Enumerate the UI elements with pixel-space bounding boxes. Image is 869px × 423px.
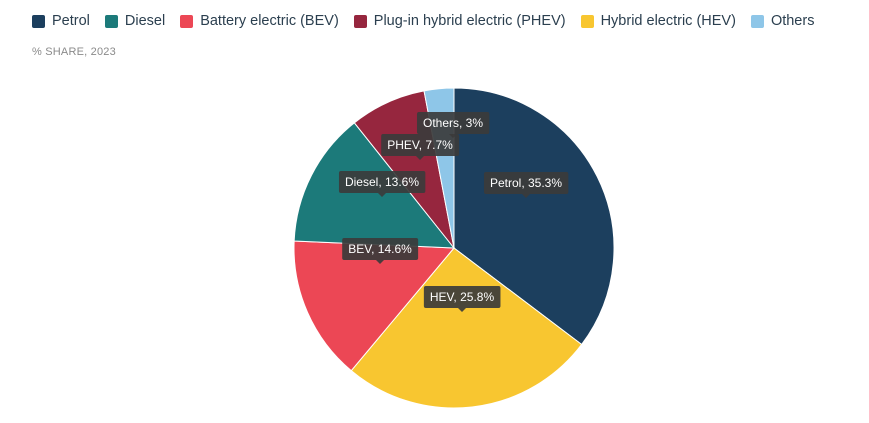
pie-slice-petrol <box>453 87 615 346</box>
legend-swatch-diesel <box>104 14 118 28</box>
legend-label-petrol: Petrol <box>52 13 90 29</box>
legend-swatch-bev <box>180 14 194 28</box>
data-label-diesel: Diesel, 13.6% <box>338 171 426 197</box>
legend-swatch-phev <box>353 14 367 28</box>
data-label-battery-electric-bev: BEV, 14.6% <box>342 238 419 264</box>
svg-text:BEV, 14.6%: BEV, 14.6% <box>348 242 412 256</box>
chart-legend: Petrol Diesel Battery electric (BEV) Plu… <box>32 13 829 29</box>
legend-label-hev: Hybrid electric (HEV) <box>600 13 736 29</box>
data-label-plug-in-hybrid-electric-phev: PHEV, 7.7% <box>381 134 460 160</box>
svg-text:PHEV, 7.7%: PHEV, 7.7% <box>387 138 453 152</box>
legend-item-bev: Battery electric (BEV) <box>180 13 339 29</box>
data-label-others: Others, 3% <box>416 112 490 138</box>
data-label-hybrid-electric-hev: HEV, 25.8% <box>423 286 501 312</box>
legend-swatch-petrol <box>32 14 45 28</box>
legend-swatch-hev <box>580 14 594 28</box>
svg-text:Others, 3%: Others, 3% <box>423 116 483 130</box>
legend-label-phev: Plug-in hybrid electric (PHEV) <box>373 13 566 29</box>
pie-slice-hybrid-electric-hev <box>350 247 583 409</box>
legend-item-others: Others <box>750 13 815 29</box>
legend-label-others: Others <box>770 13 815 29</box>
legend-item-diesel: Diesel <box>104 13 166 29</box>
pie-data-labels: Petrol, 35.3% HEV, 25.8% BEV, 14.6% Diesel,… <box>338 112 569 312</box>
svg-text:Diesel, 13.6%: Diesel, 13.6% <box>345 175 419 189</box>
data-label-petrol: Petrol, 35.3% <box>483 172 569 198</box>
legend-item-petrol: Petrol <box>32 13 90 29</box>
svg-text:HEV, 25.8%: HEV, 25.8% <box>430 290 495 304</box>
legend-label-diesel: Diesel <box>124 13 166 29</box>
pie-slice-battery-electric-bev <box>293 240 456 372</box>
chart-subtitle: % SHARE, 2023 <box>32 46 116 58</box>
legend-label-bev: Battery electric (BEV) <box>200 13 339 29</box>
legend-swatch-others <box>750 14 764 28</box>
svg-text:Petrol, 35.3%: Petrol, 35.3% <box>490 176 562 190</box>
legend-item-hev: Hybrid electric (HEV) <box>580 13 736 29</box>
legend-item-phev: Plug-in hybrid electric (PHEV) <box>353 13 566 29</box>
pie-slices <box>293 87 615 409</box>
